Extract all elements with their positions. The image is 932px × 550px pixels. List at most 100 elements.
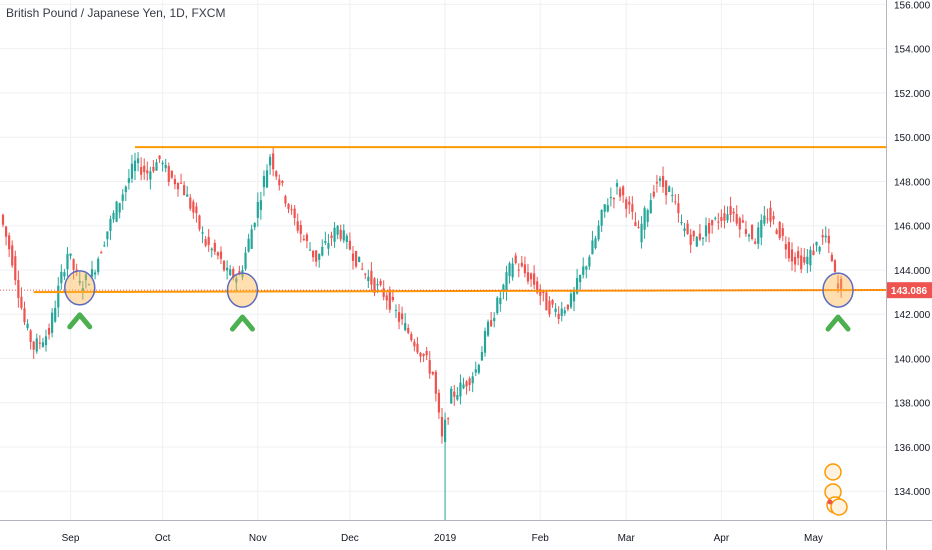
candle-body	[830, 254, 833, 262]
candle-body	[14, 256, 17, 281]
x-tick-label: Mar	[618, 533, 636, 544]
candle-body	[754, 241, 757, 244]
candle-body	[536, 281, 539, 293]
candle-body	[514, 255, 517, 263]
y-tick-label: 138.000	[894, 399, 931, 410]
candle-body	[456, 395, 459, 400]
candle-body	[90, 269, 94, 277]
candle-body	[490, 320, 493, 327]
candle-body	[665, 180, 668, 196]
candle-body	[588, 256, 591, 267]
last-price-tag	[887, 282, 932, 299]
candle-body	[351, 253, 355, 261]
candle-body	[787, 241, 791, 259]
candle-body	[483, 331, 487, 353]
candle-body	[342, 230, 345, 241]
candle-body	[450, 388, 453, 404]
candle-body	[747, 234, 751, 237]
x-tick-label: May	[804, 533, 823, 544]
candle-body	[133, 160, 137, 171]
candle-body	[735, 214, 738, 224]
x-tick-label: Oct	[155, 533, 171, 544]
candle-body	[268, 156, 272, 166]
candle-body	[201, 232, 204, 234]
candle-body	[563, 310, 566, 314]
candle-body	[824, 235, 827, 238]
candle-body	[683, 228, 686, 232]
candle-body	[763, 215, 766, 224]
candle-body	[140, 166, 143, 175]
candle-body	[244, 252, 247, 269]
candle-body	[275, 171, 278, 177]
y-tick-label: 156.000	[894, 0, 931, 11]
candle-body	[680, 221, 683, 224]
up-chevron-icon	[67, 312, 93, 330]
candle-body	[4, 226, 8, 237]
candle-body	[370, 270, 373, 285]
candle-body	[757, 227, 760, 244]
candle-body	[741, 220, 744, 223]
candle-body	[130, 163, 134, 179]
y-tick-label: 136.000	[894, 443, 931, 454]
candle-body	[437, 392, 441, 413]
candle-body	[508, 263, 511, 277]
candle-body	[361, 268, 364, 270]
candle-body	[404, 323, 407, 331]
y-tick-label: 154.000	[894, 45, 931, 56]
candle-body	[499, 297, 502, 305]
candle-body	[462, 384, 465, 389]
candle-body	[674, 201, 677, 203]
candle-body	[311, 250, 315, 258]
candle-body	[649, 200, 652, 214]
candle-body	[324, 240, 327, 243]
candle-body	[646, 210, 649, 223]
candle-body	[422, 353, 425, 357]
candle-body	[502, 284, 505, 292]
candle-body	[161, 162, 164, 165]
candle-body	[164, 164, 167, 169]
candle-body	[447, 418, 450, 420]
candle-series	[1, 146, 843, 520]
y-tick-label: 140.000	[894, 354, 931, 365]
candle-body	[229, 269, 232, 276]
candle-body	[572, 289, 576, 302]
candle-body	[189, 197, 192, 209]
candle-body	[548, 300, 551, 315]
candle-body	[250, 229, 253, 249]
candle-body	[526, 272, 530, 282]
candle-body	[29, 330, 32, 342]
candle-body	[176, 182, 180, 190]
candle-body	[179, 182, 183, 184]
candle-body	[23, 308, 26, 323]
candle-body	[600, 210, 603, 226]
candle-body	[493, 317, 496, 321]
candle-body	[529, 273, 533, 280]
candle-body	[143, 165, 146, 173]
candle-body	[106, 231, 109, 240]
candle-body	[158, 155, 161, 160]
candle-body	[330, 235, 333, 239]
candle-body	[26, 323, 29, 329]
candle-body	[115, 201, 118, 222]
candle-body	[333, 227, 336, 242]
candle-body	[195, 206, 198, 214]
candle-body	[278, 179, 281, 186]
candle-body	[1, 214, 5, 225]
candle-body	[124, 186, 127, 193]
candle-body	[259, 200, 262, 210]
candle-body	[210, 248, 213, 251]
candle-body	[204, 239, 207, 246]
x-tick-label: Dec	[341, 533, 359, 544]
candle-body	[305, 234, 309, 241]
candle-body	[20, 296, 23, 308]
candle-body	[428, 360, 431, 374]
candle-body	[628, 201, 631, 205]
candle-body	[401, 313, 404, 320]
candle-body	[382, 288, 385, 297]
candle-body	[410, 334, 413, 341]
candle-body	[806, 256, 809, 265]
candle-body	[388, 289, 391, 310]
candle-body	[744, 229, 748, 234]
